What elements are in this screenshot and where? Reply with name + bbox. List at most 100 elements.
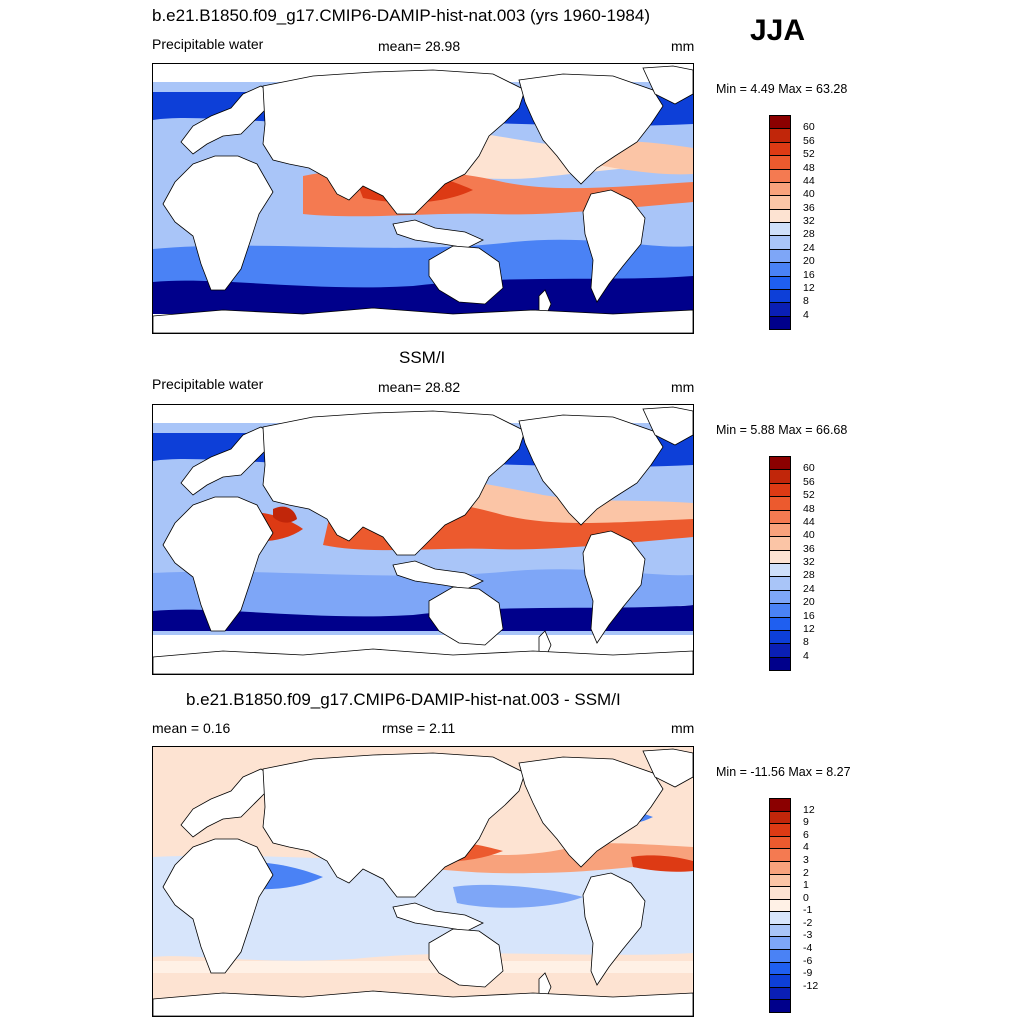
- colorbar-tick-label: 44: [803, 515, 815, 528]
- colorbar-tick-label: 60: [803, 462, 815, 475]
- land-northamerica: [518, 73, 664, 185]
- colorbar-box: [769, 656, 791, 671]
- panel-1-colorbar: 60 56 52 48 44 40 36 32 28 24 20 16 12 8 4: [769, 115, 815, 330]
- panel-2-mean: mean= 28.82: [378, 379, 461, 395]
- colorbar-box: [769, 873, 791, 888]
- colorbar-tick-label: 52: [803, 148, 815, 161]
- panel-1-units: mm: [671, 38, 695, 54]
- panel-3-rmse: rmse = 2.11: [382, 720, 456, 736]
- colorbar-box: [769, 798, 791, 812]
- colorbar-box: [769, 835, 791, 850]
- contour-band: [631, 855, 693, 872]
- colorbar-tick-label: 9: [803, 816, 809, 829]
- colorbar-box: [769, 208, 791, 223]
- colorbar-tick-label: 28: [803, 228, 815, 241]
- land-africa: [162, 496, 274, 632]
- colorbar-box: [769, 886, 791, 900]
- colorbar-tick-label: 12: [803, 622, 815, 635]
- colorbar-tick-label: 16: [803, 268, 815, 281]
- colorbar-box: [769, 195, 791, 210]
- colorbar-tick-label: 36: [803, 542, 815, 555]
- colorbar-box: [769, 288, 791, 304]
- colorbar-tick-label: 20: [803, 255, 815, 268]
- colorbar-box: [769, 616, 791, 631]
- land-asia: [262, 69, 526, 215]
- colorbar-tick-label: 6: [803, 828, 809, 841]
- colorbar-box: [769, 999, 791, 1013]
- colorbar-box: [769, 496, 791, 511]
- colorbar-tick-label: 48: [803, 161, 815, 174]
- colorbar-tick-label: -2: [803, 916, 813, 929]
- colorbar-tick-label: 3: [803, 853, 809, 866]
- colorbar-box: [769, 974, 791, 988]
- panel-3-colorbar: 12 9 6 4 3 2 1 0 -1 -2 -3 -4 -6 -9 -12: [769, 798, 818, 1013]
- colorbar-tick-label: 56: [803, 134, 815, 147]
- colorbar-box: [769, 248, 791, 264]
- colorbar-box: [769, 115, 791, 130]
- colorbar-tick-label: 32: [803, 215, 815, 227]
- colorbar-tick-label: 2: [803, 866, 809, 879]
- colorbar-tick-label: 56: [803, 475, 815, 488]
- land-greenland: [642, 406, 693, 446]
- colorbar-box: [769, 576, 791, 591]
- panel-3-units: mm: [671, 720, 695, 736]
- colorbar-box: [769, 810, 791, 825]
- land-australia: [428, 245, 504, 305]
- contour-band: [453, 884, 583, 908]
- panel-3-minmax: Min = -11.56 Max = 8.27: [716, 765, 851, 779]
- colorbar-box: [769, 482, 791, 498]
- colorbar-box: [769, 141, 791, 157]
- land-australia: [428, 586, 504, 646]
- colorbar-tick-label: 4: [803, 649, 809, 662]
- land-southamerica: [582, 530, 646, 644]
- colorbar-box: [769, 923, 791, 938]
- panel-1-mean: mean= 28.98: [378, 38, 461, 54]
- colorbar-box: [769, 629, 791, 645]
- land-asia: [262, 752, 526, 898]
- colorbar-box: [769, 456, 791, 471]
- colorbar-box: [769, 315, 791, 330]
- land-indonesia: [392, 902, 484, 932]
- colorbar-tick-label: -4: [803, 942, 813, 955]
- land-africa: [162, 838, 274, 974]
- colorbar-tick-label: -6: [803, 954, 813, 967]
- colorbar-box: [769, 823, 791, 837]
- land-africa: [162, 155, 274, 291]
- colorbar-tick-label: 12: [803, 281, 815, 294]
- colorbar-box: [769, 222, 791, 237]
- panel-1-minmax: Min = 4.49 Max = 63.28: [716, 82, 848, 96]
- panel-2-map: [152, 404, 694, 675]
- colorbar-box: [769, 911, 791, 925]
- panel-2-minmax: Min = 5.88 Max = 66.68: [716, 423, 848, 437]
- panel-2-units: mm: [671, 379, 695, 395]
- colorbar-box: [769, 262, 791, 277]
- panel-1-variable: Precipitable water: [152, 36, 264, 52]
- colorbar-box: [769, 302, 791, 317]
- colorbar-tick-label: 1: [803, 879, 809, 892]
- land-greenland: [642, 65, 693, 105]
- colorbar-tick-label: 32: [803, 556, 815, 568]
- land-southamerica: [582, 872, 646, 986]
- panel-3-map: [152, 746, 694, 1017]
- colorbar-tick-label: 8: [803, 295, 809, 308]
- land-australia: [428, 928, 504, 988]
- colorbar-tick-label: 8: [803, 636, 809, 649]
- colorbar-box: [769, 155, 791, 170]
- colorbar-tick-label: 16: [803, 609, 815, 622]
- colorbar-box: [769, 509, 791, 524]
- panel-1-map: [152, 63, 694, 334]
- colorbar-box: [769, 181, 791, 197]
- colorbar-tick-label: 12: [803, 803, 815, 816]
- colorbar-box: [769, 168, 791, 183]
- land-antarctica: [153, 990, 693, 1016]
- colorbar-box: [769, 235, 791, 250]
- contour-band: [153, 961, 693, 973]
- colorbar-tick-label: -9: [803, 967, 813, 980]
- panel-3-title: b.e21.B1850.f09_g17.CMIP6-DAMIP-hist-nat…: [186, 690, 621, 709]
- land-indonesia: [392, 560, 484, 590]
- colorbar-box: [769, 603, 791, 618]
- contour-band: [153, 569, 693, 617]
- colorbar-box: [769, 536, 791, 551]
- colorbar-tick-label: 44: [803, 174, 815, 187]
- colorbar-box: [769, 848, 791, 862]
